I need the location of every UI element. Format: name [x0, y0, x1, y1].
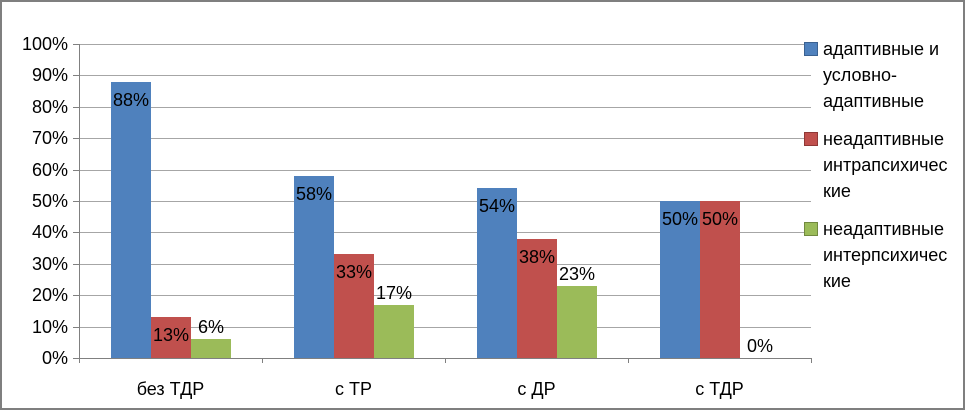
legend-label-line: неадаптивные — [823, 129, 944, 149]
data-label: 23% — [558, 264, 596, 284]
bar-series0-cat1 — [294, 176, 334, 358]
gridline — [79, 264, 811, 265]
legend-swatch-green — [804, 222, 818, 236]
data-label: 17% — [375, 283, 413, 303]
data-label: 50% — [661, 209, 699, 229]
legend-entry-interpsychic: неадаптивные интерпсихичес кие — [804, 216, 962, 294]
legend-label: неадаптивные интрапсихичес кие — [823, 126, 948, 204]
y-axis-label: 0% — [41, 348, 68, 368]
y-axis-label: 60% — [31, 160, 68, 180]
y-axis-label: 30% — [31, 254, 68, 274]
gridline — [79, 201, 811, 202]
bar-series1-cat1 — [334, 254, 374, 358]
data-label: 88% — [112, 90, 150, 110]
legend-swatch-blue — [804, 42, 818, 56]
y-axis-tick — [73, 107, 79, 108]
y-axis-label: 20% — [31, 285, 68, 305]
legend-label-line: неадаптивные — [823, 219, 944, 239]
data-label: 0% — [746, 336, 773, 356]
legend-label-line: интрапсихичес — [823, 155, 948, 175]
category-label: с ТР — [334, 379, 372, 399]
data-label: 38% — [518, 247, 556, 267]
legend-label-line: адаптивные и — [823, 39, 940, 59]
bar-series2-cat1 — [374, 305, 414, 358]
y-axis-label: 100% — [21, 34, 68, 54]
x-axis-tick — [811, 358, 812, 363]
bar-series0-cat3 — [660, 201, 700, 358]
legend-label: неадаптивные интерпсихичес кие — [823, 216, 947, 294]
x-axis-tick — [262, 358, 263, 363]
gridline — [79, 327, 811, 328]
data-label: 33% — [335, 262, 373, 282]
legend-label-line: кие — [823, 271, 851, 291]
gridline — [79, 232, 811, 233]
category-label: с ДР — [517, 379, 556, 399]
category-label: без ТДР — [136, 379, 205, 399]
legend-label-line: кие — [823, 181, 851, 201]
y-axis-label: 10% — [31, 317, 68, 337]
y-axis-label: 90% — [31, 65, 68, 85]
data-label: 50% — [701, 209, 739, 229]
y-axis-tick — [73, 201, 79, 202]
data-label: 54% — [478, 196, 516, 216]
bar-series2-cat0 — [191, 339, 231, 358]
y-axis-tick — [73, 170, 79, 171]
bar-series0-cat0 — [111, 82, 151, 358]
bar-series0-cat2 — [477, 188, 517, 358]
y-axis-tick — [73, 138, 79, 139]
y-axis-tick — [73, 295, 79, 296]
y-axis-label: 80% — [31, 97, 68, 117]
gridline — [79, 138, 811, 139]
bar-series1-cat2 — [517, 239, 557, 358]
y-axis-tick — [73, 75, 79, 76]
y-axis-label: 40% — [31, 222, 68, 242]
gridline — [79, 295, 811, 296]
y-axis-tick — [73, 264, 79, 265]
y-axis-label: 50% — [31, 191, 68, 211]
x-axis-tick — [79, 358, 80, 363]
legend: адаптивные и условно- адаптивные неадапт… — [804, 36, 962, 294]
legend-label-line: адаптивные — [823, 91, 925, 111]
bar-series1-cat0 — [151, 317, 191, 358]
y-axis-label: 70% — [31, 128, 68, 148]
gridline — [79, 170, 811, 171]
x-axis-tick — [628, 358, 629, 363]
y-axis — [79, 44, 80, 359]
legend-entry-adaptive: адаптивные и условно- адаптивные — [804, 36, 962, 114]
legend-label-line: интерпсихичес — [823, 245, 948, 265]
x-axis-tick — [445, 358, 446, 363]
bar-series2-cat2 — [557, 286, 597, 358]
gridline — [79, 107, 811, 108]
y-axis-tick — [73, 232, 79, 233]
data-label: 6% — [197, 317, 224, 337]
legend-label-line: условно- — [823, 65, 898, 85]
data-label: 58% — [295, 184, 333, 204]
legend-entry-intrapsychic: неадаптивные интрапсихичес кие — [804, 126, 962, 204]
bar-series1-cat3 — [700, 201, 740, 358]
y-axis-tick — [73, 44, 79, 45]
gridline — [79, 75, 811, 76]
y-axis-tick — [73, 358, 79, 359]
data-label: 13% — [152, 325, 190, 345]
category-label: с ТДР — [695, 379, 744, 399]
y-axis-tick — [73, 327, 79, 328]
gridline — [79, 44, 811, 45]
legend-label: адаптивные и условно- адаптивные — [823, 36, 939, 114]
legend-swatch-red — [804, 132, 818, 146]
